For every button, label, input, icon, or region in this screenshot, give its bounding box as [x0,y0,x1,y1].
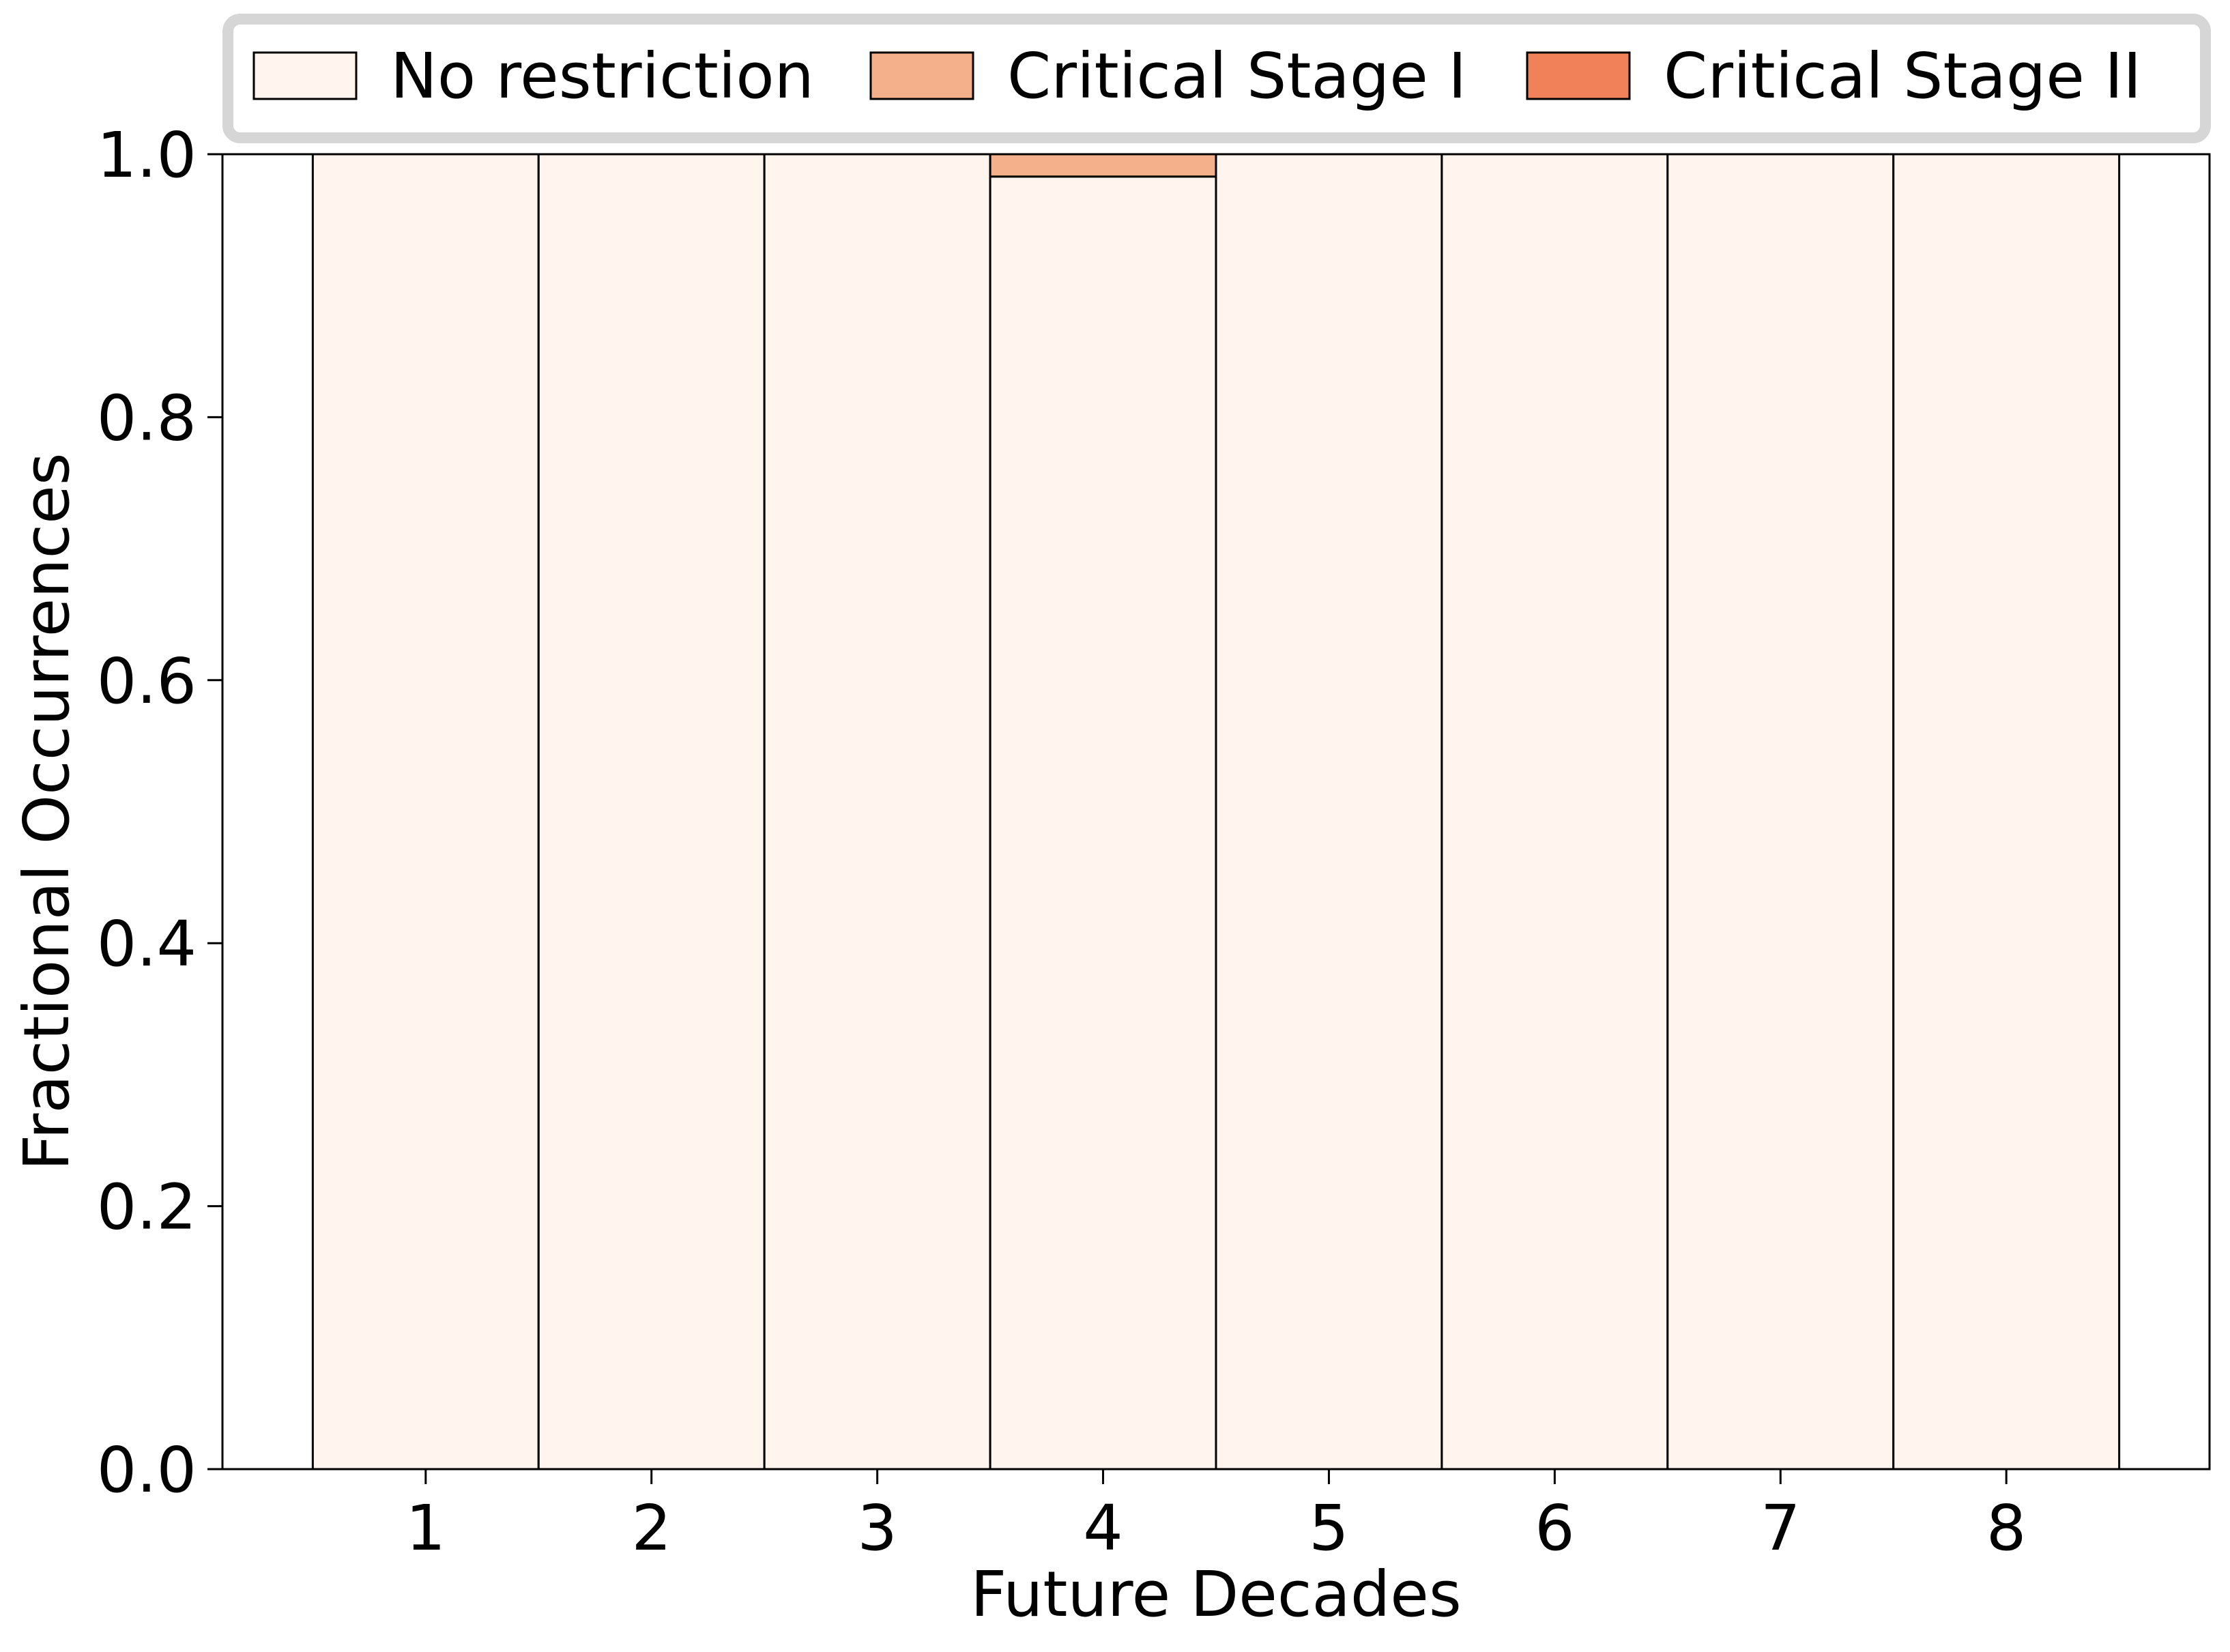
y-tick-label: 0.0 [97,1434,197,1507]
bar-1-series-1 [311,153,540,1470]
legend-swatch-1 [252,51,358,100]
bar-7-series-1 [1666,153,1895,1470]
x-tick-label: 6 [1535,1492,1575,1565]
bar-3-series-1 [763,153,991,1470]
legend-swatch-3 [1526,51,1631,100]
x-tick-label: 5 [1309,1492,1349,1565]
y-axis-title: Fractional Occurrences [10,452,83,1170]
y-tick-label: 0.4 [97,908,197,981]
bar-4-series-2 [989,153,1217,178]
y-tick-label: 0.8 [97,381,197,454]
legend-label-2: Critical Stage I [1007,40,1466,113]
x-tick-label: 3 [857,1492,897,1565]
legend-label-3: Critical Stage II [1664,40,2141,113]
x-tick-label: 1 [406,1492,446,1565]
bar-8-series-1 [1892,153,2121,1470]
bar-5-series-1 [1215,153,1443,1470]
y-tick-label: 0.2 [97,1171,197,1244]
x-tick-label: 2 [631,1492,671,1565]
x-tick-label: 8 [1986,1492,2027,1565]
x-tick-label: 7 [1761,1492,1801,1565]
legend-label-1: No restriction [390,40,814,113]
x-tick-label: 4 [1083,1492,1123,1565]
bar-2-series-1 [537,153,766,1470]
x-axis: 1 2 3 4 5 6 7 8 [406,1469,2027,1565]
bar-4-series-1 [989,175,1217,1470]
legend-frame [222,14,2211,143]
legend-swatch-2 [869,51,974,100]
legend: No restriction Critical Stage I Critical S… [222,14,2211,143]
y-axis: 0.0 0.2 0.4 0.6 0.8 1.0 [97,119,222,1507]
x-axis-title: Future Decades [970,1558,1462,1631]
y-tick-label: 1.0 [97,119,197,192]
plot-area-frame [221,153,2211,1470]
bar-6-series-1 [1440,153,1669,1470]
bars-layer [311,153,2121,1470]
y-tick-label: 0.6 [97,645,197,718]
